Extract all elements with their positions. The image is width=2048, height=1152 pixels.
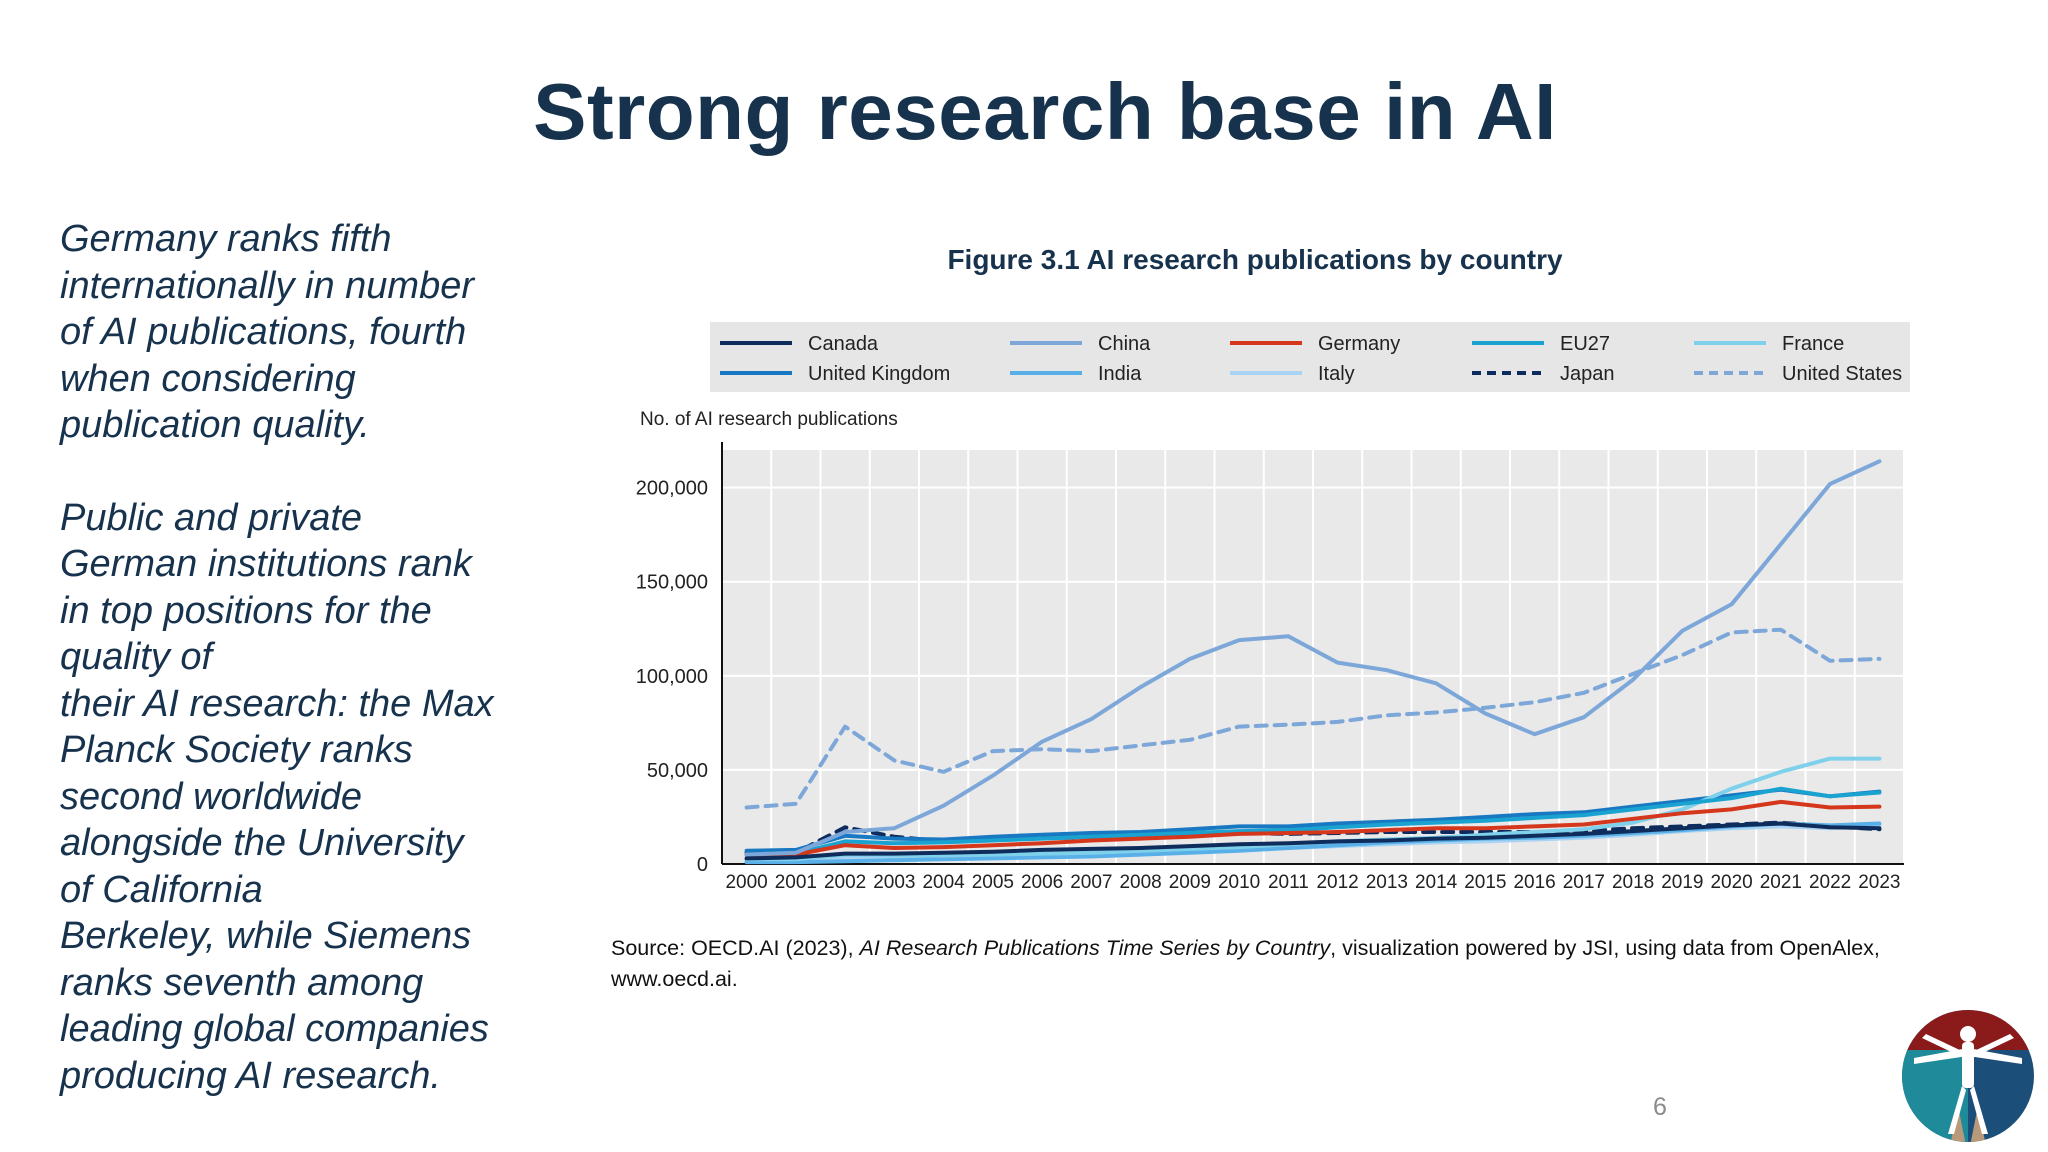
x-tick-label: 2014 — [1415, 872, 1458, 893]
x-tick-label: 2003 — [873, 872, 915, 893]
y-tick-label: 100,000 — [636, 666, 708, 688]
y-tick-label: 150,000 — [636, 572, 708, 594]
x-tick-label: 2001 — [775, 872, 817, 893]
x-tick-label: 2006 — [1021, 872, 1063, 893]
x-tick-label: 2021 — [1760, 872, 1802, 893]
figure-title: Figure 3.1 AI research publications by c… — [947, 244, 1563, 275]
legend-label: France — [1782, 333, 1844, 355]
legend-label: United Kingdom — [808, 363, 950, 385]
x-tick-label: 2020 — [1710, 872, 1752, 893]
left-text-block: Germany ranks fifth internationally in n… — [60, 216, 530, 1099]
x-tick-label: 2023 — [1858, 872, 1900, 893]
y-tick-label: 200,000 — [636, 478, 708, 500]
x-tick-label: 2017 — [1563, 872, 1605, 893]
x-tick-label: 2013 — [1366, 872, 1408, 893]
x-tick-label: 2005 — [972, 872, 1014, 893]
y-tick-label: 50,000 — [647, 760, 708, 782]
x-tick-label: 2002 — [824, 872, 866, 893]
x-tick-label: 2015 — [1464, 872, 1506, 893]
x-tick-label: 2011 — [1268, 872, 1309, 893]
x-tick-label: 2004 — [922, 872, 965, 893]
x-tick-label: 2007 — [1070, 872, 1112, 893]
legend-label: China — [1098, 333, 1151, 355]
x-tick-label: 2018 — [1612, 872, 1654, 893]
legend-label: EU27 — [1560, 333, 1610, 355]
series-line-eu27 — [744, 786, 1882, 857]
source-suffix: , visualization powered by JSI, using da… — [611, 936, 1880, 991]
x-tick-label: 2010 — [1218, 872, 1260, 893]
series-line-canada — [744, 821, 1882, 861]
x-tick-label: 2012 — [1316, 872, 1358, 893]
legend-label: India — [1098, 363, 1142, 385]
series-line-china — [744, 459, 1882, 857]
series-line-germany — [744, 799, 1882, 857]
source-title: AI Research Publications Time Series by … — [859, 936, 1331, 960]
paragraph-ranking: Germany ranks fifth internationally in n… — [60, 218, 475, 446]
x-tick-label: 2008 — [1119, 872, 1161, 893]
legend-label: Japan — [1560, 363, 1615, 385]
paragraph-institutions: Public and private German institutions r… — [60, 496, 494, 1097]
vitruvian-logo-icon — [1902, 1010, 2034, 1142]
x-tick-label: 2016 — [1513, 872, 1555, 893]
source-note: Source: OECD.AI (2023), AI Research Publ… — [611, 933, 1991, 995]
y-axis-label: No. of AI research publications — [640, 409, 898, 430]
x-tick-label: 2000 — [725, 872, 767, 893]
source-prefix: Source: OECD.AI (2023), — [611, 936, 860, 960]
legend-label: Germany — [1318, 333, 1400, 355]
x-tick-label: 2019 — [1661, 872, 1703, 893]
legend-label: United States — [1782, 363, 1902, 385]
legend-label: Canada — [808, 333, 879, 355]
series-line-united-states — [744, 627, 1882, 810]
line-chart: Canada China Germany EU27 France United Kingd… — [636, 322, 1910, 893]
y-tick-label: 0 — [697, 854, 708, 876]
x-tick-label: 2022 — [1809, 872, 1851, 893]
series-line-united-kingdom — [744, 787, 1882, 853]
legend-box — [710, 322, 1910, 392]
legend-label: Italy — [1318, 363, 1355, 385]
slide-title: Strong research base in AI — [533, 67, 1557, 156]
x-tick-label: 2009 — [1169, 872, 1211, 893]
page-number: 6 — [1653, 1093, 1667, 1121]
